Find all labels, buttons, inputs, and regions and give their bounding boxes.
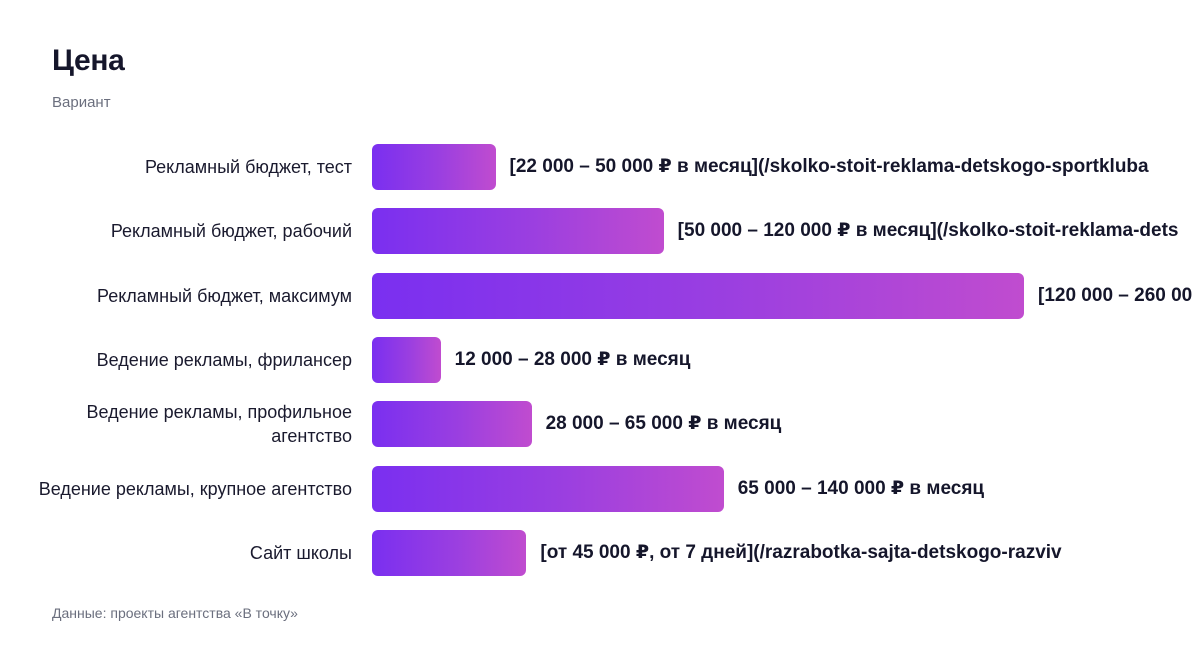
bar: [372, 336, 441, 383]
category-label: Рекламный бюджет, рабочий: [110, 221, 352, 242]
bar: [372, 465, 724, 512]
bar: [372, 144, 496, 190]
bar: [372, 272, 1024, 319]
data-label: 65 000 – 140 000 ₽ в месяц: [737, 477, 985, 499]
data-label: [от 45 000 ₽, от 7 дней](/razrabotka-saj…: [540, 541, 1062, 563]
category-label: Рекламный бюджет, максимум: [96, 285, 352, 306]
source-note: Данные: проекты агентства «В точку»: [52, 605, 298, 621]
category-label: Ведение рекламы, фрилансер: [96, 349, 352, 370]
bar: [372, 529, 527, 576]
data-label: 12 000 – 28 000 ₽ в месяц: [454, 348, 691, 370]
data-label: [50 000 – 120 000 ₽ в месяц](/skolko-sto…: [677, 220, 1179, 242]
chart-subtitle: Вариант: [52, 94, 111, 111]
chart-title: Цена: [52, 44, 125, 77]
category-label: Сайт школы: [249, 542, 352, 563]
category-label: Рекламный бюджет, тест: [144, 157, 352, 177]
data-label: [120 000 – 260 00: [1038, 284, 1193, 306]
data-label: 28 000 – 65 000 ₽ в месяц: [545, 413, 782, 435]
category-label: Ведение рекламы, крупное агентство: [38, 478, 352, 499]
category-label: Ведение рекламы, профильное агентство: [86, 402, 352, 447]
bar: [372, 208, 664, 255]
bar: [372, 401, 532, 448]
data-label: [22 000 – 50 000 ₽ в месяц](/skolko-stoi…: [509, 156, 1149, 177]
